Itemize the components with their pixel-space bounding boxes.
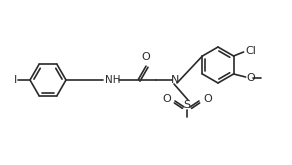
Text: N: N [171, 75, 179, 85]
Text: O: O [203, 94, 212, 104]
Text: O: O [162, 94, 171, 104]
Text: O: O [142, 52, 150, 62]
Text: NH: NH [105, 75, 121, 85]
Text: O: O [246, 73, 255, 83]
Text: S: S [183, 100, 191, 110]
Text: Cl: Cl [246, 46, 256, 56]
Text: I: I [14, 75, 17, 85]
